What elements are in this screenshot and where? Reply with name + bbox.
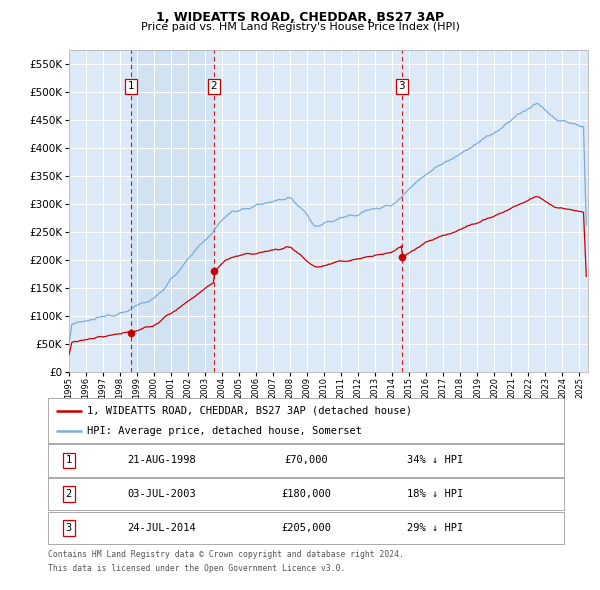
Text: 1: 1: [128, 81, 134, 91]
Text: 29% ↓ HPI: 29% ↓ HPI: [407, 523, 463, 533]
Text: 1, WIDEATTS ROAD, CHEDDAR, BS27 3AP: 1, WIDEATTS ROAD, CHEDDAR, BS27 3AP: [156, 11, 444, 24]
Text: 3: 3: [398, 81, 405, 91]
Text: 24-JUL-2014: 24-JUL-2014: [127, 523, 196, 533]
Text: 21-AUG-1998: 21-AUG-1998: [127, 455, 196, 466]
Text: 03-JUL-2003: 03-JUL-2003: [127, 489, 196, 499]
Text: Price paid vs. HM Land Registry's House Price Index (HPI): Price paid vs. HM Land Registry's House …: [140, 22, 460, 32]
Text: This data is licensed under the Open Government Licence v3.0.: This data is licensed under the Open Gov…: [48, 565, 346, 573]
Text: 1, WIDEATTS ROAD, CHEDDAR, BS27 3AP (detached house): 1, WIDEATTS ROAD, CHEDDAR, BS27 3AP (det…: [86, 406, 412, 415]
Text: 2: 2: [211, 81, 217, 91]
Text: 3: 3: [65, 523, 72, 533]
Text: Contains HM Land Registry data © Crown copyright and database right 2024.: Contains HM Land Registry data © Crown c…: [48, 550, 404, 559]
Bar: [131, 50, 214, 372]
Text: 1: 1: [65, 455, 72, 466]
Text: HPI: Average price, detached house, Somerset: HPI: Average price, detached house, Some…: [86, 427, 362, 437]
Text: 2: 2: [65, 489, 72, 499]
Text: £205,000: £205,000: [281, 523, 331, 533]
Text: 34% ↓ HPI: 34% ↓ HPI: [407, 455, 463, 466]
Text: £180,000: £180,000: [281, 489, 331, 499]
Text: £70,000: £70,000: [284, 455, 328, 466]
Text: 18% ↓ HPI: 18% ↓ HPI: [407, 489, 463, 499]
